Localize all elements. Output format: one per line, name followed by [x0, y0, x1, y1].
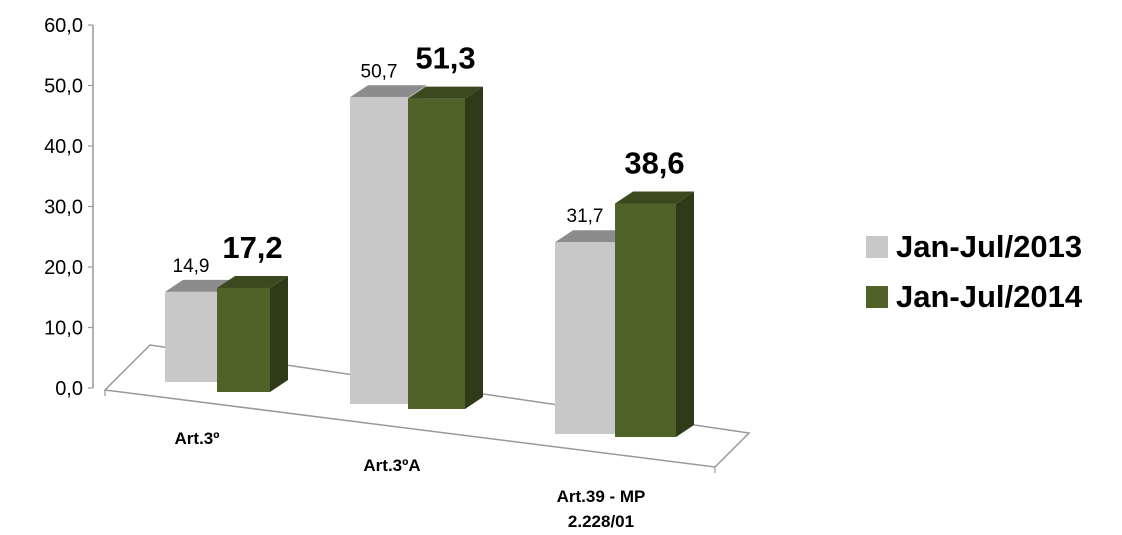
data-label: 38,6: [624, 145, 684, 180]
bar-top: [350, 85, 426, 98]
chart-legend: Jan-Jul/2013 Jan-Jul/2014: [866, 222, 1082, 322]
bar-top: [615, 191, 694, 204]
bar-side: [465, 86, 483, 409]
data-label: 31,7: [567, 206, 604, 227]
legend-swatch-2013: [866, 236, 888, 258]
bar-top: [217, 275, 288, 288]
bar-2013-1: [350, 97, 408, 404]
y-tick-label: 10,0: [44, 318, 83, 340]
bar-2014-0: [217, 287, 270, 392]
x-category-label: Art.3ºA: [363, 456, 420, 475]
data-label: 51,3: [415, 41, 475, 76]
bar-2014-1: [408, 98, 465, 409]
bar-2013-0: [165, 291, 217, 382]
bar-side: [270, 275, 288, 392]
y-tick-label: 40,0: [44, 136, 83, 158]
data-label: 50,7: [361, 61, 398, 82]
y-tick-label: 20,0: [44, 257, 83, 279]
legend-item-2013: Jan-Jul/2013: [866, 222, 1082, 272]
y-tick-label: 60,0: [44, 15, 83, 37]
legend-label-2014: Jan-Jul/2014: [896, 279, 1083, 314]
bar-2014-2: [615, 203, 676, 437]
legend-label-2013: Jan-Jul/2013: [896, 229, 1083, 264]
bar-top: [408, 86, 483, 99]
bar-top: [555, 230, 633, 243]
data-label: 14,9: [173, 256, 210, 277]
bar-2013-2: [555, 242, 615, 434]
x-category-label: Art.3º: [175, 429, 220, 448]
legend-item-2014: Jan-Jul/2014: [866, 272, 1082, 322]
x-category-label: 2.228/01: [568, 512, 634, 531]
y-tick-label: 0,0: [55, 378, 83, 400]
data-label: 17,2: [222, 230, 282, 265]
floor-plane: [103, 344, 751, 468]
y-tick-label: 50,0: [44, 76, 83, 98]
x-category-label: Art.39 - MP: [557, 487, 646, 506]
bar-side: [676, 191, 694, 437]
y-tick-label: 30,0: [44, 197, 83, 219]
legend-swatch-2014: [866, 286, 888, 308]
